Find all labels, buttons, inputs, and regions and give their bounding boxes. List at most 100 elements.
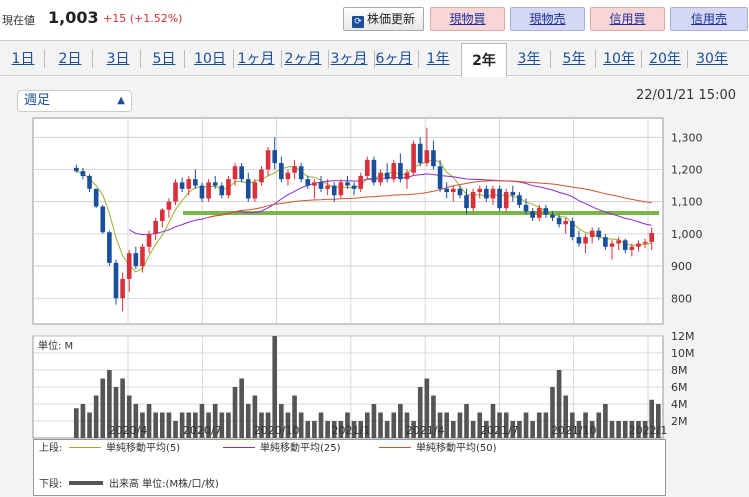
candle-body — [312, 182, 317, 186]
volume-bar — [550, 387, 555, 438]
tab-2m[interactable]: 2ヶ月 — [280, 47, 329, 71]
price-tick-label: 1,100 — [671, 196, 703, 209]
volume-bar — [199, 404, 205, 438]
tab-30y[interactable]: 30年 — [696, 51, 728, 67]
tab-1y[interactable]: 1年 — [426, 51, 450, 67]
volume-bar — [245, 404, 251, 438]
candle-body — [583, 237, 588, 244]
volume-bar — [384, 421, 390, 438]
volume-bar — [642, 421, 648, 438]
candle-body — [464, 195, 469, 209]
volume-bar — [186, 412, 192, 438]
volume-unit-label: 単位: M — [38, 339, 73, 352]
candle-body — [563, 221, 569, 225]
tab-10y[interactable]: 10年 — [599, 47, 642, 71]
candle-body — [636, 243, 641, 247]
legend-ma50: 単純移動平均(50) — [379, 442, 497, 456]
tab-1m[interactable]: 1ヶ月 — [233, 47, 282, 71]
volume-bar — [252, 395, 258, 438]
legend-ma25-swatch — [223, 447, 255, 448]
volume-bar — [239, 378, 244, 438]
tab-1d[interactable]: 1日 — [4, 47, 45, 71]
volume-bar — [556, 370, 562, 438]
candle-body — [325, 185, 330, 189]
volume-tick-label: 6M — [671, 381, 688, 394]
update-price-button[interactable]: ⟳ 株価更新 — [343, 7, 424, 31]
candle-body — [305, 179, 311, 186]
candle-body — [570, 221, 575, 238]
price-tick-label: 1,000 — [671, 228, 703, 241]
tab-20y[interactable]: 20年 — [645, 47, 688, 71]
volume-bar — [318, 412, 324, 438]
volume-bar — [437, 412, 443, 438]
candle-body — [398, 163, 403, 180]
tab-2d[interactable]: 2日 — [50, 47, 93, 71]
candle-body — [212, 182, 218, 186]
volume-bar — [146, 404, 152, 438]
cash-sell-button[interactable]: 現物売 — [510, 7, 585, 31]
candle-body — [159, 209, 165, 221]
price-tick-label: 1,200 — [671, 164, 703, 177]
candle-body — [279, 163, 284, 180]
volume-bar — [259, 412, 264, 438]
volume-bar — [603, 404, 608, 438]
candle-body — [450, 188, 456, 193]
legend-upper-label: 上段: — [39, 443, 63, 454]
margin-buy-button[interactable]: 信用買 — [590, 7, 665, 31]
candle-body — [576, 237, 582, 244]
tab-6m[interactable]: 6ヶ月 — [372, 47, 419, 71]
candle-body — [358, 175, 364, 189]
volume-bar — [193, 412, 198, 438]
candle-body — [517, 195, 522, 205]
volume-bar — [133, 404, 139, 438]
candle-body — [179, 182, 185, 189]
volume-bar — [510, 421, 516, 438]
candle-body — [193, 179, 198, 186]
margin-sell-button[interactable]: 信用売 — [670, 7, 748, 31]
tab-10d[interactable]: 10日 — [189, 47, 234, 71]
volume-bar — [153, 412, 158, 438]
candle-body — [437, 166, 443, 189]
volume-bar — [431, 395, 436, 438]
volume-bar — [517, 421, 522, 438]
candle-body — [351, 185, 357, 189]
candle-body — [186, 179, 192, 189]
candle-period-select[interactable]: 週足 ▲ — [17, 90, 132, 112]
chevron-updown-icon: ▲ — [117, 95, 125, 106]
candle-body — [199, 185, 205, 199]
price-header: 現在値 1,003 +15 (+1.52%) ⟳ 株価更新 現物買 現物売 信用買… — [0, 0, 749, 38]
volume-bar — [457, 412, 463, 438]
volume-bar — [219, 412, 225, 438]
chart-legend: 上段: 単純移動平均(5) 単純移動平均(25) 単純移動平均(50) 下段: … — [33, 439, 666, 496]
candle-body — [259, 169, 264, 183]
volume-bar — [113, 387, 119, 438]
candle-body — [226, 179, 231, 196]
tab-5y[interactable]: 5年 — [555, 47, 596, 71]
candle-body — [642, 241, 648, 244]
candle-body — [603, 237, 608, 247]
candle-body — [503, 192, 509, 209]
volume-bar — [477, 412, 483, 438]
candle-body — [616, 240, 621, 244]
candle-body — [629, 246, 635, 250]
candle-body — [556, 217, 562, 225]
tab-3y[interactable]: 3年 — [510, 47, 551, 71]
tab-3d[interactable]: 3日 — [98, 47, 141, 71]
legend-ma5-label: 単純移動平均(5) — [106, 443, 181, 454]
tab-5d[interactable]: 5日 — [146, 47, 185, 71]
volume-bar — [576, 421, 582, 438]
tab-2y[interactable]: 2年 — [461, 43, 507, 77]
tab-3m[interactable]: 3ヶ月 — [326, 47, 375, 71]
price-tick-label: 800 — [671, 292, 692, 305]
volume-bar — [616, 421, 621, 438]
update-price-label: 株価更新 — [366, 12, 415, 26]
legend-ma5-swatch — [69, 447, 101, 448]
volume-bar — [173, 421, 178, 438]
cash-buy-button[interactable]: 現物買 — [430, 7, 505, 31]
legend-volume: 出来高 単位:(M株/口/枚) — [69, 478, 219, 492]
candle-body — [239, 166, 244, 180]
candle-body — [252, 182, 258, 199]
candle-body — [470, 192, 476, 209]
candle-body — [232, 166, 238, 180]
